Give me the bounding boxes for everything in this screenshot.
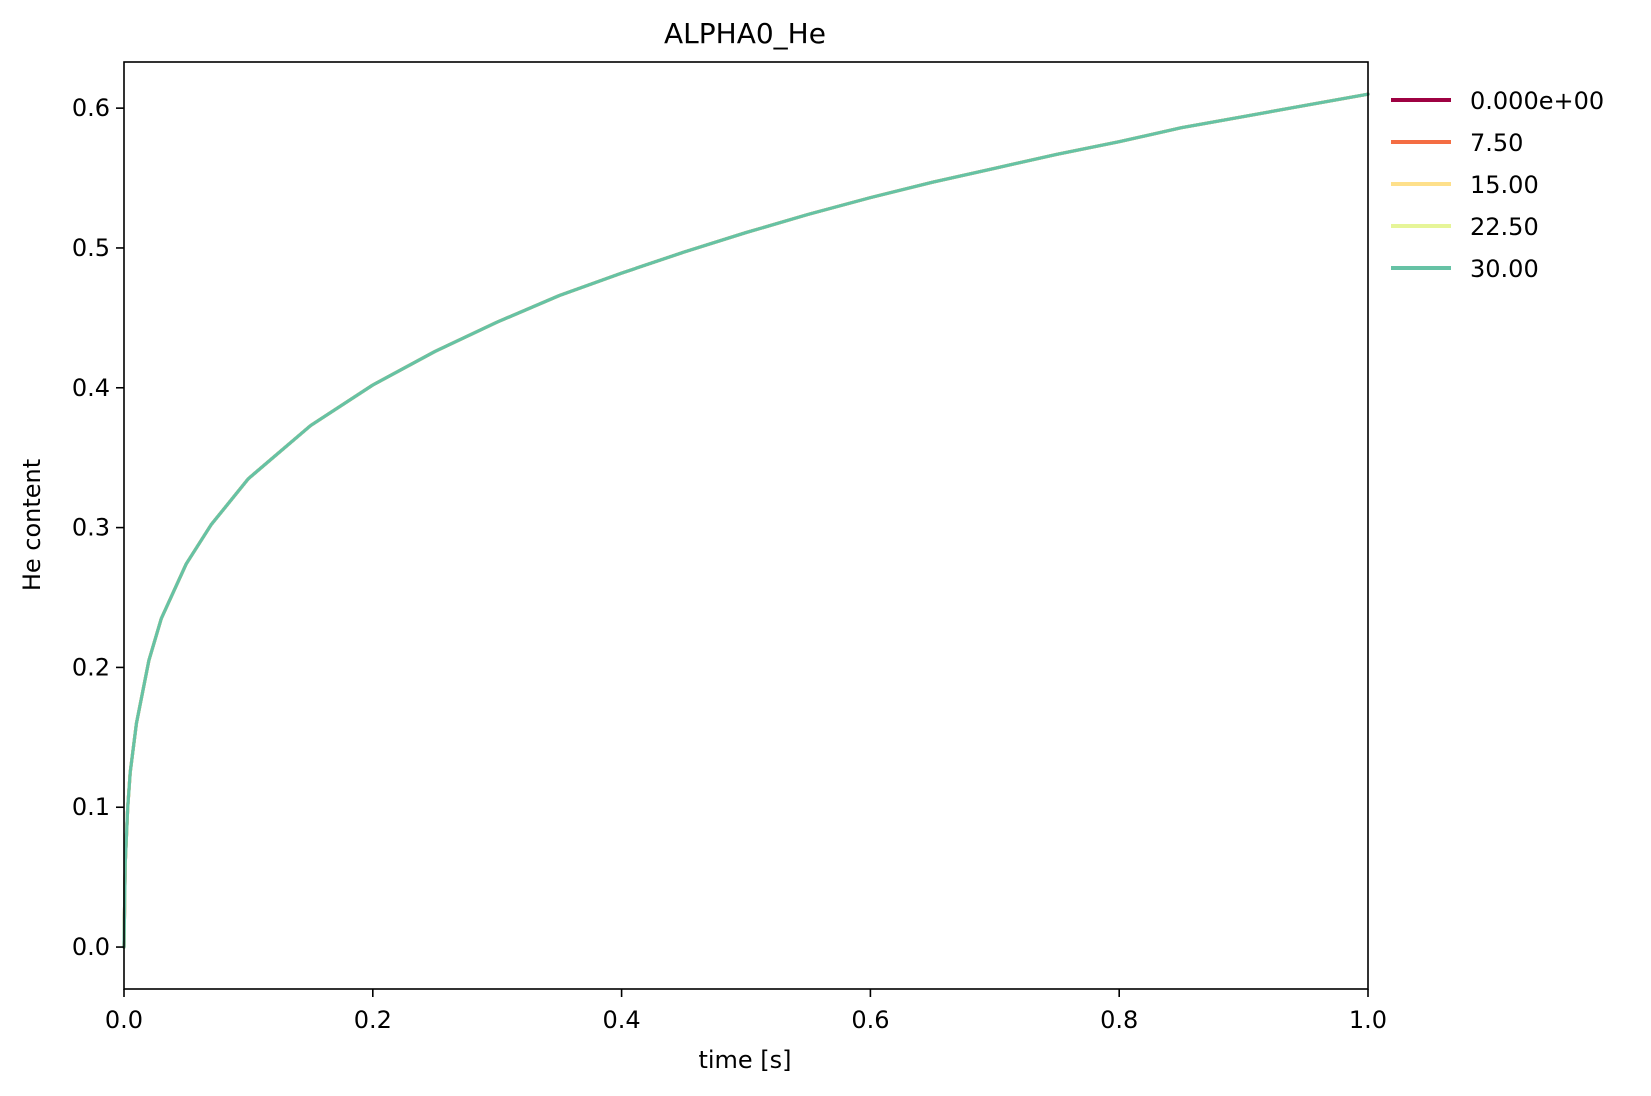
x-tick-label: 1.0 bbox=[1349, 1006, 1387, 1034]
legend-label: 30.00 bbox=[1470, 255, 1539, 283]
legend-item: 0.000e+00 bbox=[1391, 87, 1604, 115]
x-axis: 0.0 0.2 0.4 0.6 0.8 1.0 bbox=[105, 989, 1387, 1034]
x-tick-label: 0.0 bbox=[105, 1006, 143, 1034]
legend-item: 7.50 bbox=[1391, 129, 1523, 157]
legend-label: 0.000e+00 bbox=[1470, 87, 1604, 115]
y-tick-label: 0.3 bbox=[72, 514, 110, 542]
y-tick-label: 0.4 bbox=[72, 374, 110, 402]
x-tick-label: 0.6 bbox=[851, 1006, 889, 1034]
legend-item: 30.00 bbox=[1391, 255, 1539, 283]
legend-label: 15.00 bbox=[1470, 171, 1539, 199]
plot-frame bbox=[123, 61, 1369, 990]
y-axis: 0.0 0.1 0.2 0.3 0.4 0.5 0.6 bbox=[72, 94, 124, 961]
series-line-4 bbox=[122, 92, 1370, 949]
y-tick-label: 0.6 bbox=[72, 94, 110, 122]
legend-label: 7.50 bbox=[1470, 129, 1523, 157]
y-axis-label: He content bbox=[18, 459, 46, 591]
x-tick-label: 0.2 bbox=[354, 1006, 392, 1034]
y-tick-label: 0.0 bbox=[72, 933, 110, 961]
x-tick-label: 0.8 bbox=[1100, 1006, 1138, 1034]
legend-label: 22.50 bbox=[1470, 213, 1539, 241]
x-tick-label: 0.4 bbox=[603, 1006, 641, 1034]
x-axis-label: time [s] bbox=[698, 1046, 791, 1074]
legend-item: 15.00 bbox=[1391, 171, 1539, 199]
series-layer bbox=[122, 92, 1370, 949]
legend: 0.000e+00 7.50 15.00 22.50 30.00 bbox=[1391, 87, 1604, 283]
y-tick-label: 0.1 bbox=[72, 793, 110, 821]
y-tick-label: 0.5 bbox=[72, 234, 110, 262]
chart-title: ALPHA0_He bbox=[664, 17, 826, 50]
legend-item: 22.50 bbox=[1391, 213, 1539, 241]
y-tick-label: 0.2 bbox=[72, 653, 110, 681]
